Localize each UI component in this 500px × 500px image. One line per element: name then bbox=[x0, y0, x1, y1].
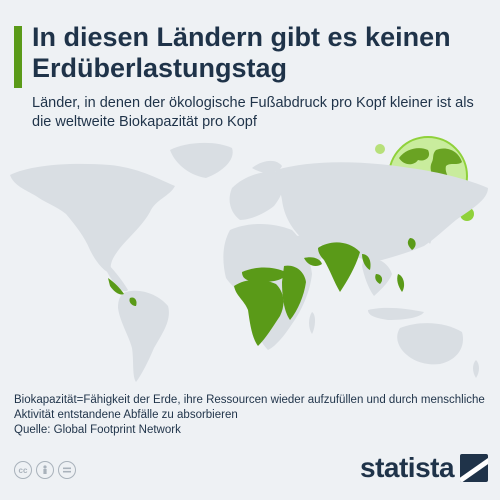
statista-logo[interactable]: statista bbox=[360, 452, 489, 484]
title-accent-bar bbox=[14, 26, 22, 88]
license-icons: cc bbox=[14, 461, 76, 481]
cc-icon[interactable]: cc bbox=[14, 461, 32, 479]
footnote: Biokapazität=Fähigkeit der Erde, ihre Re… bbox=[14, 393, 486, 438]
bubble-small-icon bbox=[375, 144, 385, 154]
statista-mark-icon bbox=[460, 454, 489, 482]
region-central-america bbox=[108, 278, 124, 295]
region-north-korea bbox=[407, 238, 416, 250]
footnote-source: Quelle: Global Footprint Network bbox=[14, 424, 181, 436]
region-sahel bbox=[242, 267, 286, 282]
region-philippines bbox=[397, 274, 405, 292]
equals-icon[interactable] bbox=[58, 461, 76, 479]
footnote-definition: Biokapazität=Fähigkeit der Erde, ihre Re… bbox=[14, 394, 485, 421]
region-yemen bbox=[304, 257, 322, 266]
region-cambodia bbox=[375, 274, 383, 284]
brand-name: statista bbox=[360, 452, 455, 483]
highlighted-countries bbox=[108, 238, 416, 346]
page-subtitle: Länder, in denen der ökologische Fußabdr… bbox=[32, 95, 474, 130]
page-title: In diesen Ländern gibt es keinen Erdüber… bbox=[32, 22, 451, 83]
region-south-asia bbox=[318, 242, 360, 292]
land-base bbox=[10, 142, 488, 382]
region-andes bbox=[129, 297, 137, 306]
region-east-africa bbox=[282, 265, 306, 320]
region-subsahara bbox=[234, 279, 284, 346]
world-map bbox=[10, 142, 488, 382]
person-icon[interactable] bbox=[36, 461, 54, 479]
region-myanmar bbox=[362, 254, 371, 270]
